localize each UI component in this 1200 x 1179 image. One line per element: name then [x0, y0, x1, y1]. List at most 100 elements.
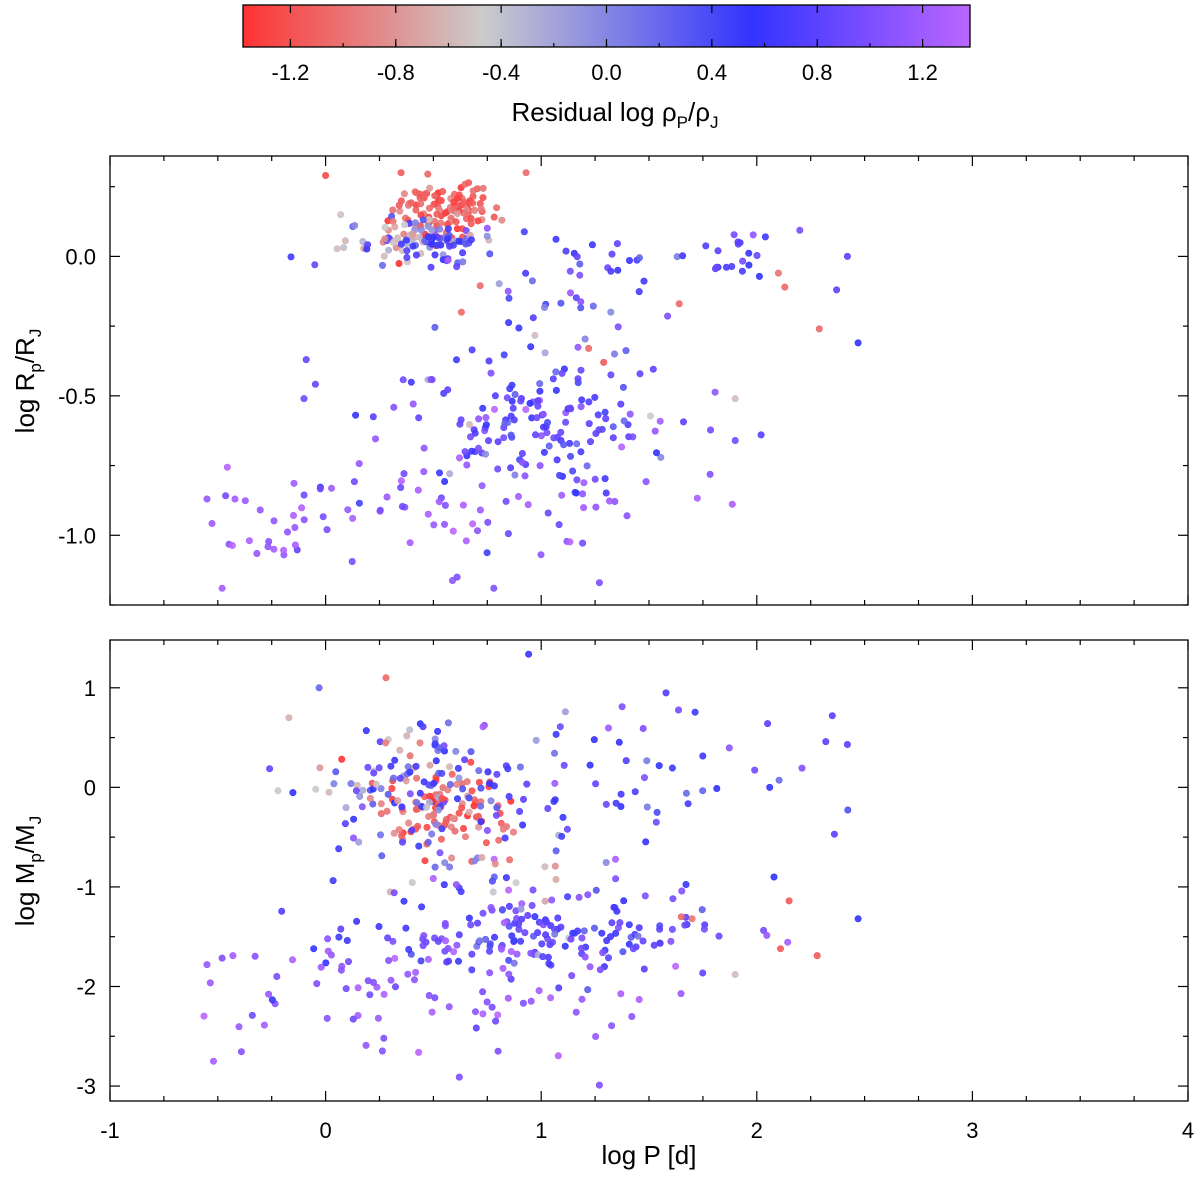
data-point	[397, 483, 405, 491]
data-point	[576, 271, 584, 279]
data-point	[245, 537, 253, 545]
data-point	[391, 756, 399, 764]
data-point	[420, 932, 428, 940]
data-point	[625, 921, 633, 929]
data-point	[490, 405, 498, 413]
data-point	[420, 444, 428, 452]
data-point	[380, 1034, 388, 1042]
data-point	[438, 825, 446, 833]
data-point	[418, 903, 426, 911]
data-point	[592, 503, 600, 511]
data-point	[458, 804, 466, 812]
data-point	[551, 862, 559, 870]
data-point	[616, 919, 624, 927]
data-point	[503, 394, 511, 402]
data-point	[349, 834, 357, 842]
data-point	[566, 267, 574, 275]
data-point	[366, 794, 374, 802]
data-point	[653, 808, 661, 816]
data-point	[455, 931, 463, 939]
data-point	[208, 519, 216, 527]
data-point	[577, 304, 585, 312]
data-point	[415, 842, 423, 850]
data-point	[763, 931, 771, 939]
data-point	[459, 824, 467, 832]
data-point	[760, 926, 768, 934]
data-point	[590, 736, 598, 744]
data-point	[625, 940, 633, 948]
data-point	[684, 800, 692, 808]
data-point	[679, 418, 687, 426]
data-point	[552, 386, 560, 394]
data-point	[504, 287, 512, 295]
data-point	[573, 440, 581, 448]
data-point	[264, 543, 272, 551]
data-point	[344, 506, 352, 514]
x-tick-label: -1	[100, 1118, 120, 1143]
data-point	[457, 416, 465, 424]
data-point	[373, 983, 381, 991]
data-point	[745, 249, 753, 257]
data-point	[535, 987, 543, 995]
data-point	[433, 210, 441, 218]
data-point	[640, 277, 648, 285]
data-point	[337, 211, 345, 219]
data-point	[462, 537, 470, 545]
data-point	[577, 448, 585, 456]
data-point	[322, 172, 330, 180]
data-point	[532, 736, 540, 744]
data-point	[507, 464, 515, 472]
data-point	[572, 489, 580, 497]
data-point	[352, 411, 360, 419]
data-point	[516, 763, 524, 771]
data-point	[619, 948, 627, 956]
data-point	[505, 902, 513, 910]
data-point	[668, 764, 676, 772]
data-point	[340, 244, 348, 252]
data-point	[518, 449, 526, 457]
data-point	[237, 1048, 245, 1056]
data-point	[490, 933, 498, 941]
data-point	[283, 528, 291, 536]
data-point	[774, 269, 782, 277]
mass-panel: -1 0 1 2 3 4 1 0 -1 -2 -3 log Mp/MJ log P [d]	[10, 639, 1194, 1170]
data-point	[749, 231, 757, 239]
data-point	[536, 380, 544, 388]
colorbar-tick-label: 0.8	[802, 60, 833, 85]
data-point	[561, 708, 569, 716]
data-point	[492, 811, 500, 819]
data-point	[552, 368, 560, 376]
data-point	[552, 730, 560, 738]
data-point	[408, 826, 416, 834]
data-point	[548, 896, 556, 904]
data-point	[617, 990, 625, 998]
data-point	[351, 222, 359, 230]
data-point	[337, 925, 345, 933]
data-point	[573, 476, 581, 484]
data-point	[569, 929, 577, 937]
data-point	[423, 823, 431, 831]
data-point	[531, 331, 539, 339]
data-point	[522, 169, 530, 177]
data-point	[467, 921, 475, 929]
data-point	[584, 891, 592, 899]
data-point	[366, 991, 374, 999]
data-point	[401, 221, 409, 229]
data-point	[622, 757, 630, 765]
data-point	[440, 881, 448, 889]
data-point	[798, 764, 806, 772]
data-point	[551, 779, 559, 787]
data-point	[494, 438, 502, 446]
data-point	[375, 764, 383, 772]
data-point	[539, 410, 547, 418]
data-point	[691, 708, 699, 716]
data-point	[397, 169, 405, 177]
data-point	[497, 945, 505, 953]
data-point	[543, 418, 551, 426]
data-point	[584, 986, 592, 994]
data-point	[484, 518, 492, 526]
data-point	[325, 788, 333, 796]
data-point	[409, 242, 417, 250]
data-point	[678, 887, 686, 895]
